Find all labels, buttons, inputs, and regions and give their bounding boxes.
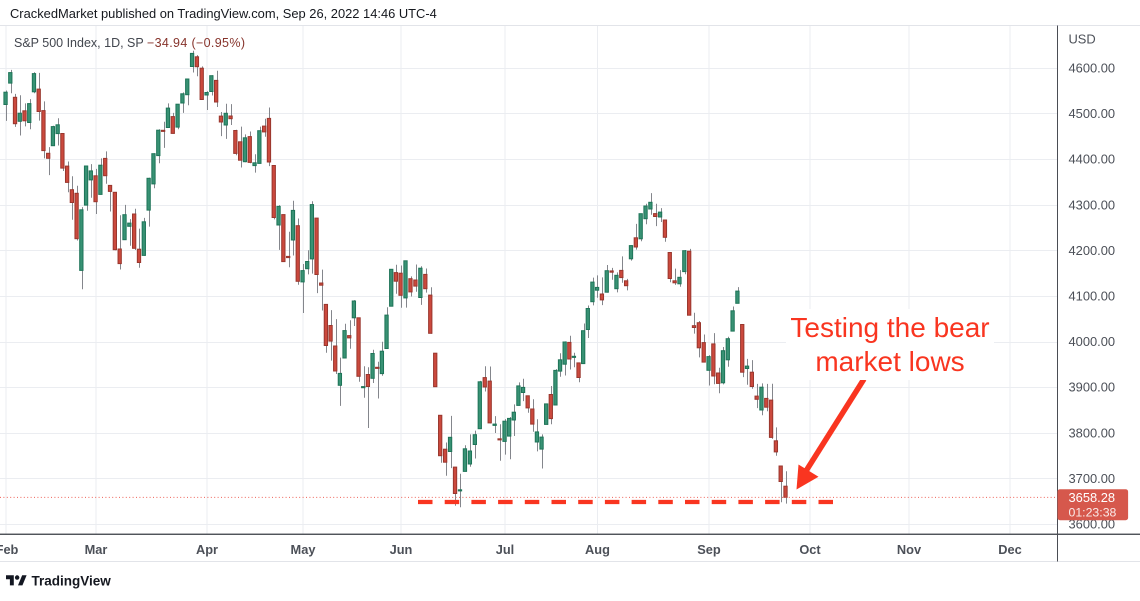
svg-text:market lows: market lows (815, 346, 964, 377)
svg-text:Apr: Apr (196, 542, 218, 557)
svg-text:Nov: Nov (897, 542, 922, 557)
svg-text:Aug: Aug (585, 542, 610, 557)
svg-text:USD: USD (1069, 31, 1096, 46)
svg-text:3900.00: 3900.00 (1069, 380, 1116, 395)
svg-text:4500.00: 4500.00 (1069, 106, 1116, 121)
svg-text:01:23:38: 01:23:38 (1069, 505, 1117, 519)
svg-text:Feb: Feb (0, 542, 19, 557)
svg-text:May: May (291, 542, 317, 557)
svg-text:Jun: Jun (390, 542, 413, 557)
svg-text:Dec: Dec (998, 542, 1021, 557)
svg-text:Mar: Mar (85, 542, 108, 557)
svg-text:CrackedMarket published on Tra: CrackedMarket published on TradingView.c… (10, 6, 437, 21)
svg-text:Oct: Oct (799, 542, 821, 557)
svg-text:3600.00: 3600.00 (1069, 517, 1116, 532)
svg-text:3700.00: 3700.00 (1069, 471, 1116, 486)
svg-text:Sep: Sep (697, 542, 721, 557)
svg-text:4000.00: 4000.00 (1069, 334, 1116, 349)
svg-text:S&P 500 Index, 1D, SP −34.94: S&P 500 Index, 1D, SP −34.94 (−0.95%) (14, 36, 245, 50)
svg-text:4100.00: 4100.00 (1069, 289, 1116, 304)
svg-text:TradingView: TradingView (32, 574, 112, 589)
svg-text:3658.28: 3658.28 (1069, 490, 1116, 505)
svg-text:Testing the bear: Testing the bear (790, 312, 989, 343)
svg-text:4600.00: 4600.00 (1069, 60, 1116, 75)
svg-text:3800.00: 3800.00 (1069, 425, 1116, 440)
svg-text:Jul: Jul (496, 542, 515, 557)
svg-text:4200.00: 4200.00 (1069, 243, 1116, 258)
svg-text:4300.00: 4300.00 (1069, 197, 1116, 212)
svg-text:4400.00: 4400.00 (1069, 152, 1116, 167)
